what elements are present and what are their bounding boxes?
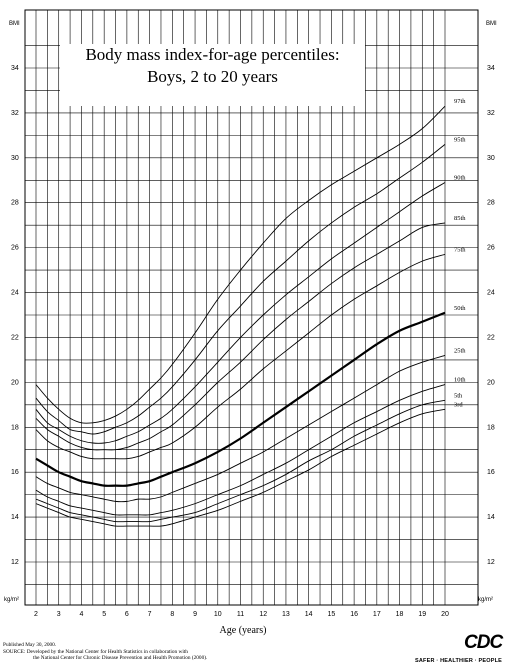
plot-frame xyxy=(24,9,479,606)
x-tick-label: 10 xyxy=(214,611,222,618)
y-tick-label: 20 xyxy=(487,379,495,386)
x-tick-label: 20 xyxy=(441,611,449,618)
percentile-label-97th: 97th xyxy=(454,98,466,105)
y-tick-label: 32 xyxy=(487,110,495,117)
y-tick-label: 28 xyxy=(487,200,495,207)
y-axis-label-left: BMI xyxy=(9,21,20,27)
x-tick-label: 6 xyxy=(125,611,129,618)
percentile-curve-25th xyxy=(35,354,446,503)
x-tick-label: 11 xyxy=(237,611,244,618)
percentile-curve-97th xyxy=(35,105,446,424)
chart-subtitle: Boys, 2 to 20 years xyxy=(147,67,278,86)
y-tick-label: 26 xyxy=(11,245,19,252)
chart-title: Body mass index-for-age percentiles: xyxy=(85,45,340,64)
y-tick-label: 24 xyxy=(11,290,19,297)
x-tick-label: 12 xyxy=(259,611,267,618)
percentile-label-10th: 10th xyxy=(454,377,466,384)
x-tick-label: 18 xyxy=(396,611,404,618)
percentile-label-50th: 50th xyxy=(454,305,466,312)
percentile-curves xyxy=(35,105,446,527)
x-tick-label: 19 xyxy=(418,611,426,618)
percentile-label-85th: 85th xyxy=(454,215,466,222)
y-tick-label: 12 xyxy=(11,559,19,566)
x-axis-label: Age (years) xyxy=(220,625,267,636)
y-tick-label: 30 xyxy=(487,155,495,162)
percentile-curve-5th xyxy=(35,399,446,523)
percentile-label-3rd: 3rd xyxy=(454,401,463,408)
y-tick-label: 30 xyxy=(11,155,19,162)
y-tick-label: 14 xyxy=(11,514,19,521)
y-tick-label: 18 xyxy=(487,424,495,431)
published-date: Published May 30, 2000. xyxy=(3,642,57,648)
y-unit-right: kg/m² xyxy=(478,597,493,603)
x-tick-label: 15 xyxy=(327,611,335,618)
x-tick-label: 4 xyxy=(79,611,83,618)
cdc-logo-mark: CDC xyxy=(464,632,503,653)
y-tick-label: 16 xyxy=(11,469,19,476)
y-axis-label-right: BMI xyxy=(486,21,497,27)
percentile-curve-85th xyxy=(35,222,446,451)
source-note-continued: the National Center for Chronic Disease … xyxy=(33,655,208,662)
source-note: SOURCE: Developed by the National Center… xyxy=(3,648,188,655)
percentile-label-75th: 75th xyxy=(454,246,466,253)
percentile-curve-10th xyxy=(35,384,446,516)
percentile-curve-3rd xyxy=(35,408,446,527)
percentile-curve-90th xyxy=(35,182,446,444)
chart-title-box: Body mass index-for-age percentiles: Boy… xyxy=(60,44,365,106)
x-tick-label: 5 xyxy=(102,611,106,618)
percentile-label-5th: 5th xyxy=(454,392,463,399)
cdc-logo-tagline: SAFER · HEALTHIER · PEOPLE xyxy=(415,658,502,664)
y-tick-label: 20 xyxy=(11,379,19,386)
y-tick-label: 22 xyxy=(487,334,495,341)
y-tick-label: 34 xyxy=(487,65,495,72)
y-unit-left: kg/m² xyxy=(4,597,19,603)
y-tick-label: 24 xyxy=(487,290,495,297)
percentile-labels: 97th 95th 90th 85th 75th 50th 25th 10th 5th 3rd xyxy=(454,98,466,408)
percentile-curve-95th xyxy=(35,143,446,435)
y-tick-label: 12 xyxy=(487,559,495,566)
x-tick-label: 7 xyxy=(148,611,152,618)
x-tick-label: 13 xyxy=(282,611,290,618)
x-tick-label: 16 xyxy=(350,611,358,618)
y-tick-label: 16 xyxy=(487,469,495,476)
y-tick-label: 32 xyxy=(11,110,19,117)
y-tick-label: 18 xyxy=(11,424,19,431)
cdc-logo: CDC SAFER · HEALTHIER · PEOPLE xyxy=(415,630,504,668)
x-tick-label: 8 xyxy=(170,611,174,618)
y-tick-label: 14 xyxy=(487,514,495,521)
footer-notes: Published May 30, 2000. SOURCE: Develope… xyxy=(3,642,207,662)
percentile-curve-50th xyxy=(35,311,446,487)
x-tick-label: 2 xyxy=(34,611,38,618)
percentile-label-25th: 25th xyxy=(454,347,466,354)
percentile-label-95th: 95th xyxy=(454,136,466,143)
percentile-curve-75th xyxy=(35,253,446,460)
x-tick-label: 14 xyxy=(305,611,313,618)
percentile-label-90th: 90th xyxy=(454,175,466,182)
x-tick-label: 3 xyxy=(57,611,61,618)
x-tick-label: 9 xyxy=(193,611,197,618)
y-tick-label: 22 xyxy=(11,334,19,341)
x-tick-label: 17 xyxy=(373,611,381,618)
y-tick-label: 28 xyxy=(11,200,19,207)
y-tick-label: 26 xyxy=(487,245,495,252)
y-tick-label: 34 xyxy=(11,65,19,72)
